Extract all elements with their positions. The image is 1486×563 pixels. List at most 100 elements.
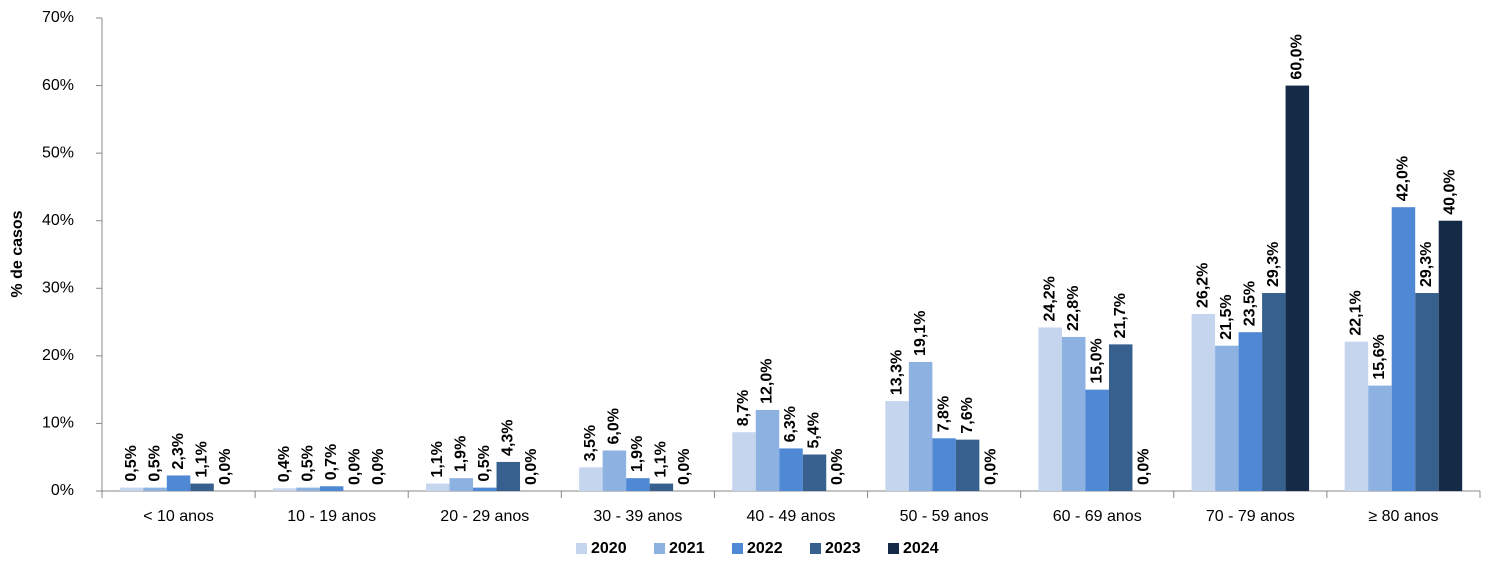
bar (1238, 332, 1263, 491)
x-tick-label: 30 - 39 anos (593, 508, 682, 525)
value-label: 0,5% (123, 445, 140, 481)
value-label: 6,0% (606, 408, 623, 444)
x-tick-label: 60 - 69 anos (1053, 508, 1142, 525)
legend-swatch (888, 543, 899, 554)
bar (119, 487, 144, 491)
y-tick-label: 30% (42, 280, 74, 297)
value-label: 24,2% (1041, 276, 1058, 321)
value-label: 15,6% (1371, 334, 1388, 379)
bar (779, 448, 803, 491)
x-tick-label: 20 - 29 anos (440, 508, 529, 525)
bar (1038, 327, 1062, 491)
bar (1438, 220, 1463, 491)
bar (449, 478, 474, 491)
bar (802, 454, 827, 491)
value-label: 29,3% (1418, 242, 1435, 287)
y-tick-label: 0% (51, 482, 74, 499)
bar (296, 487, 320, 491)
value-label: 12,0% (759, 359, 776, 404)
bar (426, 483, 450, 491)
value-label: 7,8% (935, 396, 952, 432)
value-label: 1,9% (452, 436, 469, 472)
y-axis-title: % de casos (9, 210, 26, 297)
bar (732, 432, 756, 491)
value-label: 1,9% (629, 436, 646, 472)
bar (1262, 293, 1286, 491)
value-label: 26,2% (1195, 263, 1212, 308)
value-label: 13,3% (888, 350, 905, 395)
bar (1085, 389, 1109, 491)
x-tick-label: < 10 anos (143, 508, 214, 525)
value-label: 4,3% (499, 419, 516, 455)
bar (1415, 293, 1439, 491)
bar (319, 486, 344, 491)
legend-label: 2021 (669, 540, 705, 557)
value-label: 15,0% (1088, 338, 1105, 383)
value-label: 1,1% (653, 441, 670, 477)
value-label: 1,1% (429, 441, 446, 477)
x-tick-label: 50 - 59 anos (900, 508, 989, 525)
y-tick-label: 70% (42, 9, 74, 26)
bar (626, 478, 650, 491)
bar (602, 450, 627, 491)
value-label: 60,0% (1289, 34, 1306, 79)
value-label: 0,5% (146, 445, 163, 481)
bar (955, 439, 980, 491)
y-tick-label: 60% (42, 77, 74, 94)
bar (473, 487, 497, 491)
value-label: 19,1% (912, 311, 929, 356)
value-label: 0,0% (370, 449, 387, 485)
value-label: 21,7% (1112, 293, 1129, 338)
legend-label: 2024 (903, 540, 939, 557)
value-label: 6,3% (782, 406, 799, 442)
bar (1391, 207, 1416, 491)
bar (579, 467, 603, 491)
value-label: 0,0% (523, 449, 540, 485)
value-label: 1,1% (193, 441, 210, 477)
legend-swatch (654, 543, 665, 554)
value-label: 23,5% (1242, 281, 1259, 326)
bar (755, 409, 780, 491)
x-tick-label: 70 - 79 anos (1206, 508, 1295, 525)
value-label: 0,0% (829, 449, 846, 485)
bar (885, 401, 909, 491)
value-label: 22,8% (1065, 286, 1082, 331)
value-label: 0,4% (276, 446, 293, 482)
value-label: 40,0% (1442, 169, 1459, 214)
x-tick-label: 40 - 49 anos (747, 508, 836, 525)
bar (1061, 336, 1086, 491)
value-label: 5,4% (806, 412, 823, 448)
value-label: 0,7% (323, 444, 340, 480)
bar (272, 488, 297, 491)
y-tick-label: 10% (42, 415, 74, 432)
bar (1368, 385, 1392, 491)
value-label: 7,6% (959, 397, 976, 433)
value-label: 0,5% (299, 445, 316, 481)
bar (1108, 344, 1133, 491)
bar (1344, 341, 1369, 491)
bar (166, 475, 191, 491)
legend-label: 2020 (591, 540, 627, 557)
legend-swatch (576, 543, 587, 554)
x-tick-label: ≥ 80 anos (1368, 508, 1438, 525)
y-tick-label: 20% (42, 347, 74, 364)
bar (649, 483, 674, 491)
legend-label: 2022 (747, 540, 783, 557)
value-label: 21,5% (1218, 294, 1235, 339)
value-label: 0,0% (217, 449, 234, 485)
bar (932, 438, 956, 491)
value-label: 29,3% (1265, 242, 1282, 287)
legend-swatch (810, 543, 821, 554)
value-label: 22,1% (1348, 290, 1365, 335)
bar (190, 483, 214, 491)
bar (1285, 85, 1310, 492)
legend-swatch (732, 543, 743, 554)
y-tick-label: 50% (42, 144, 74, 161)
legend-label: 2023 (825, 540, 861, 557)
value-label: 0,0% (1135, 449, 1152, 485)
bar (1215, 345, 1239, 491)
value-label: 0,0% (676, 449, 693, 485)
x-tick-label: 10 - 19 anos (287, 508, 376, 525)
